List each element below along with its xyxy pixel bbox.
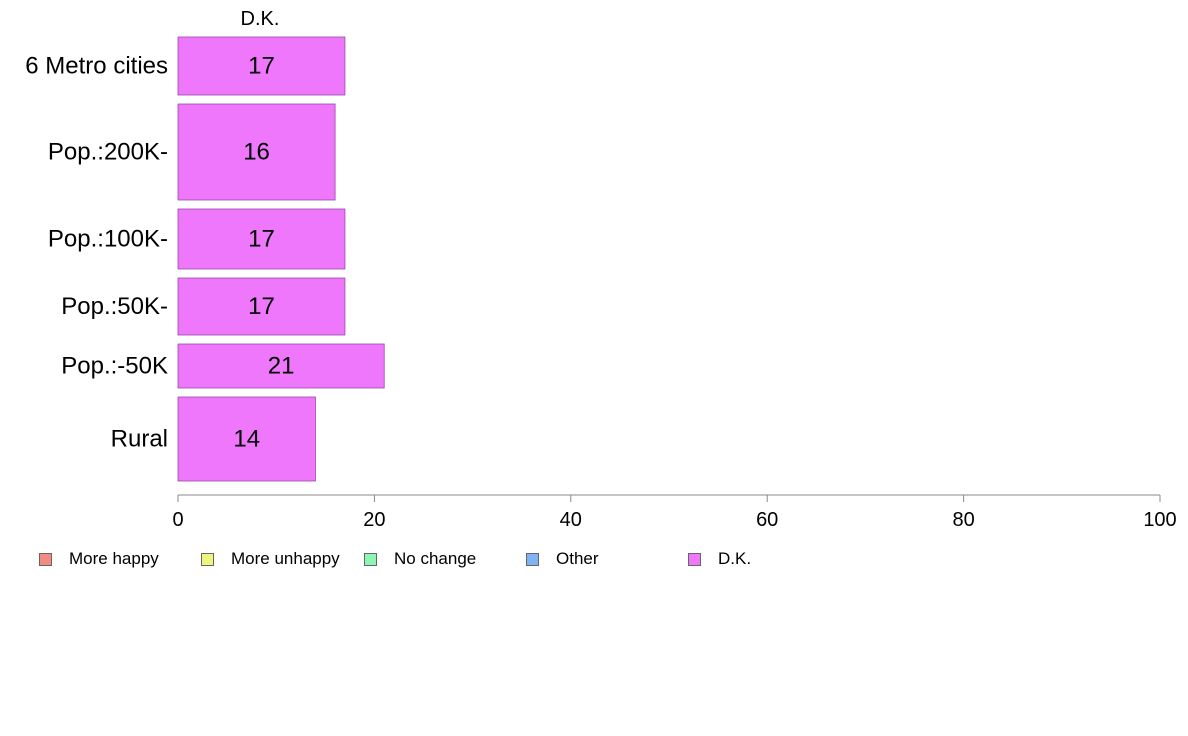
bar bbox=[177, 396, 316, 482]
legend-label: More unhappy bbox=[231, 549, 340, 568]
legend-item: More happy bbox=[39, 544, 159, 574]
bar bbox=[177, 103, 336, 201]
legend-item: D.K. bbox=[688, 544, 751, 574]
legend-swatch bbox=[364, 552, 377, 566]
bar bbox=[177, 36, 346, 96]
legend-label: D.K. bbox=[718, 549, 752, 568]
data-label: 17 bbox=[248, 53, 275, 80]
bar bbox=[177, 208, 346, 270]
category-labels: 6 Metro cities Pop.:200K- Pop.:100K- Pop.:5… bbox=[25, 53, 168, 453]
legend-item: Other bbox=[526, 544, 599, 574]
x-tick-label: 60 bbox=[756, 509, 778, 531]
data-label: 14 bbox=[233, 426, 260, 453]
legend-label: Other bbox=[556, 549, 599, 568]
legend-label: More happy bbox=[69, 549, 159, 568]
legend-item: No change bbox=[364, 544, 476, 574]
bars-group: 17 16 17 17 21 14 bbox=[177, 36, 385, 482]
category-label: Pop.:-50K bbox=[61, 353, 168, 380]
legend-label: No change bbox=[394, 549, 477, 568]
bar bbox=[177, 343, 385, 389]
data-label: 16 bbox=[243, 139, 270, 166]
legend-swatch bbox=[39, 552, 52, 566]
chart-canvas: D.K. 17 16 17 17 21 14 6 Metro cities Pop.:200… bbox=[25, 8, 1177, 531]
category-label: Pop.:200K- bbox=[48, 139, 168, 166]
x-tick-label: 100 bbox=[1143, 509, 1176, 531]
x-tick-label: 80 bbox=[952, 509, 974, 531]
data-label: 17 bbox=[248, 293, 275, 320]
x-tick-label: 40 bbox=[560, 509, 582, 531]
category-label: Pop.:100K- bbox=[48, 226, 168, 253]
category-label: Rural bbox=[111, 426, 168, 453]
legend-swatch bbox=[526, 552, 539, 566]
legend-item: More unhappy bbox=[201, 544, 340, 574]
category-label: 6 Metro cities bbox=[25, 53, 168, 80]
data-label: 21 bbox=[268, 353, 295, 380]
data-label: 17 bbox=[248, 226, 275, 253]
legend: More happy More unhappy No change Other D.K. bbox=[0, 544, 1188, 574]
category-label: Pop.:50K- bbox=[61, 293, 168, 320]
x-tick-label: 20 bbox=[363, 509, 385, 531]
x-tick-label: 0 bbox=[172, 509, 183, 531]
legend-swatch bbox=[688, 552, 701, 566]
bar bbox=[177, 277, 346, 336]
legend-swatch bbox=[201, 552, 214, 566]
x-axis: 0 20 40 60 80 100 bbox=[172, 494, 1177, 531]
series-header: D.K. bbox=[241, 8, 280, 30]
